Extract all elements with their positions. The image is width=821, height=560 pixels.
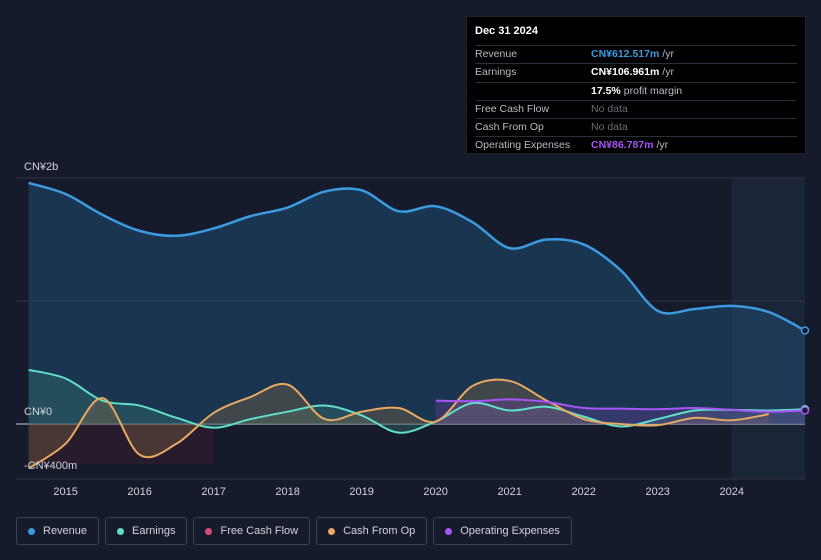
tooltip-row-value: CN¥612.517m (591, 48, 660, 60)
legend: Revenue Earnings Free Cash Flow Cash From O… (16, 517, 572, 545)
y-tick-label: CN¥2b (24, 161, 58, 173)
data-tooltip: Dec 31 2024 Revenue CN¥612.517m/yr Earning… (466, 16, 806, 154)
tooltip-row-unit: /yr (656, 139, 669, 152)
cash-from-op-area (28, 379, 769, 469)
revenue-line (28, 181, 806, 332)
series-endpoints (800, 326, 810, 415)
y-axis-labels: CN¥2b CN¥0 -CN¥400m (24, 161, 77, 472)
x-tick-label: 2024 (719, 486, 743, 498)
legend-item-revenue[interactable]: Revenue (16, 517, 100, 545)
tooltip-row-label (475, 83, 591, 100)
tooltip-row-unit: /yr (662, 48, 674, 60)
series-areas (28, 182, 805, 469)
tooltip-row: Revenue CN¥612.517m/yr (475, 45, 797, 63)
legend-item-earnings[interactable]: Earnings (105, 517, 188, 545)
tooltip-row-label: Earnings (475, 66, 517, 79)
tooltip-row: Free Cash Flow No data (475, 99, 797, 118)
tooltip-row: Cash From Op No data (475, 118, 797, 136)
tooltip-row-value: No data (591, 102, 628, 115)
revenue-area (28, 182, 805, 424)
earnings-line (28, 368, 806, 434)
tooltip-row-label: Operating Expenses (475, 139, 571, 152)
x-tick-label: 2015 (53, 486, 77, 498)
series-lines (28, 181, 806, 470)
cash-from-op-line (28, 378, 769, 470)
tooltip-row-label: Revenue (475, 48, 518, 60)
x-tick-label: 2016 (127, 486, 151, 498)
x-tick-label: 2017 (201, 486, 225, 498)
operating-expenses-line (435, 398, 806, 413)
legend-label: Free Cash Flow (220, 525, 299, 537)
tooltip-row-value: No data (591, 121, 628, 134)
x-tick-label: 2021 (497, 486, 521, 498)
y-tick-label: -CN¥400m (24, 460, 77, 472)
operating-expenses-area (435, 399, 805, 424)
x-axis-labels: 2015 2016 2017 2018 2019 2020 2021 2022 2023 2024 (53, 486, 744, 498)
tooltip-row-unit: /yr (662, 66, 674, 79)
tooltip-row: 17.5% profit margin (475, 81, 797, 100)
tooltip-row-label: Cash From Op (475, 121, 544, 134)
legend-label: Earnings (132, 525, 176, 537)
negative-region-shade (28, 424, 214, 464)
legend-label: Operating Expenses (460, 525, 560, 537)
x-tick-label: 2018 (275, 486, 299, 498)
legend-dot-icon (117, 527, 125, 535)
legend-item-operating-expenses[interactable]: Operating Expenses (433, 517, 572, 545)
legend-dot-icon (205, 527, 213, 535)
tooltip-row-value: CN¥86.787m (591, 139, 654, 152)
legend-item-cash-from-op[interactable]: Cash From Op (316, 517, 428, 545)
legend-label: Revenue (43, 525, 88, 537)
operating-expenses-endpoint (800, 406, 810, 415)
legend-dot-icon (328, 527, 336, 535)
legend-dot-icon (445, 527, 453, 535)
tooltip-row-unit: profit margin (623, 84, 683, 97)
legend-dot-icon (28, 527, 35, 535)
tooltip-row-value: CN¥106.961m (591, 66, 660, 79)
revenue-endpoint (800, 326, 810, 335)
tooltip-row-value: 17.5% (591, 84, 621, 97)
y-tick-label: CN¥0 (24, 406, 52, 418)
legend-item-free-cash-flow[interactable]: Free Cash Flow (193, 517, 311, 545)
x-tick-label: 2020 (423, 486, 447, 498)
tooltip-row: Earnings CN¥106.961m/yr (475, 63, 797, 81)
x-tick-label: 2023 (645, 486, 669, 498)
x-tick-label: 2019 (349, 486, 373, 498)
legend-label: Cash From Op (343, 525, 416, 537)
tooltip-rows: Revenue CN¥612.517m/yr Earnings CN¥106.961m… (475, 45, 797, 155)
tooltip-row: Operating Expenses CN¥86.787m/yr (475, 136, 797, 154)
x-tick-label: 2022 (571, 486, 595, 498)
tooltip-row-label: Free Cash Flow (475, 102, 550, 115)
tooltip-date: Dec 31 2024 (475, 25, 538, 37)
